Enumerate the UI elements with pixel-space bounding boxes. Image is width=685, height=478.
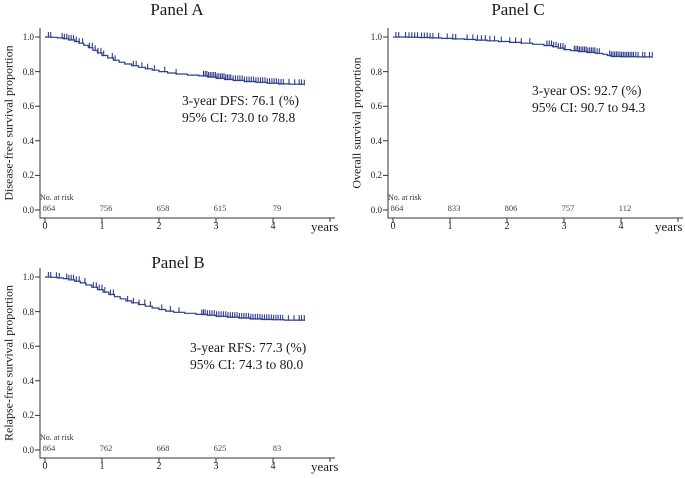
risk-count: 83: [272, 443, 282, 453]
axis-ticks: [383, 36, 679, 223]
panel-b-x-unit-label: years: [311, 459, 339, 474]
y-tick-label: 0.2: [22, 170, 34, 181]
x-tick-label: 4: [618, 221, 624, 232]
y-tick-label: 0.4: [22, 135, 34, 146]
panel-c-annotation: 3-year OS: 92.7 (%) 95% CI: 90.7 to 94.3: [532, 82, 645, 116]
risk-count: 615: [213, 203, 227, 213]
y-tick-label: 0.8: [22, 306, 34, 317]
y-tick-label: 0.2: [370, 170, 382, 181]
y-tick-label: 0.6: [22, 341, 34, 352]
risk-count: 112: [618, 203, 632, 213]
y-tick-label: 0.8: [370, 66, 382, 77]
y-tick-label: 1.0: [22, 272, 34, 282]
panel-a-x-unit-label: years: [311, 219, 339, 234]
risk-count: 757: [561, 203, 575, 213]
y-tick-label: 0.8: [22, 66, 34, 77]
axis-lines: [387, 28, 683, 219]
risk-count: 668: [156, 443, 170, 453]
panel-b: Panel B Relapse-free survival proportion…: [0, 240, 345, 478]
risk-count: 756: [99, 203, 113, 213]
risk-count: 762: [99, 443, 113, 453]
censor-marks: [47, 272, 305, 321]
risk-count: 658: [156, 203, 170, 213]
y-tick-label: 0.6: [22, 101, 34, 112]
panel-a-title: Panel A: [150, 0, 204, 19]
y-tick-label: 0.4: [22, 375, 34, 386]
x-tick-label: 4: [270, 461, 276, 472]
panel-c: Panel C Overall survival proportion 3-ye…: [348, 0, 685, 239]
risk-count: 806: [504, 203, 518, 213]
axis-ticks: [35, 36, 331, 223]
x-tick-label: 3: [213, 461, 219, 472]
x-tick-label: 0: [390, 221, 396, 232]
y-tick-label: 0.4: [370, 135, 382, 146]
panel-b-annotation-line-1: 3-year RFS: 77.3 (%): [190, 340, 307, 355]
x-tick-label: 2: [156, 461, 162, 472]
y-tick-label: 0.2: [22, 410, 34, 421]
censor-marks: [395, 32, 653, 58]
risk-count: 864: [42, 203, 56, 213]
axis-lines: [39, 28, 335, 219]
panel-a-no-at-risk-label: No. at risk: [40, 193, 74, 202]
x-tick-label: 1: [99, 221, 105, 232]
panel-a-annotation-line-1: 3-year DFS: 76.1 (%): [182, 93, 299, 108]
risk-count: 864: [390, 203, 404, 213]
panel-b-title: Panel B: [151, 253, 205, 272]
panel-a: Panel A Disease-free survival proportion…: [0, 0, 345, 239]
panel-b-annotation: 3-year RFS: 77.3 (%) 95% CI: 74.3 to 80.…: [190, 339, 306, 373]
x-tick-label: 4: [270, 221, 276, 232]
risk-count: 833: [447, 203, 461, 213]
y-tick-label: 0.0: [22, 445, 34, 455]
x-tick-label: 1: [447, 221, 453, 232]
axis-ticks: [35, 276, 331, 463]
risk-count: 864: [42, 443, 56, 453]
x-tick-label: 3: [213, 221, 219, 232]
panel-c-annotation-line-2: 95% CI: 90.7 to 94.3: [532, 100, 646, 115]
x-tick-label: 1: [99, 461, 105, 472]
x-tick-label: 0: [42, 221, 48, 232]
y-tick-label: 1.0: [370, 32, 382, 42]
panel-a-annotation: 3-year DFS: 76.1 (%) 95% CI: 73.0 to 78.…: [182, 92, 299, 126]
x-tick-label: 2: [156, 221, 162, 232]
panel-c-km-plot: [383, 28, 683, 223]
panel-c-title: Panel C: [491, 0, 545, 19]
y-tick-label: 0.0: [370, 205, 382, 215]
panel-c-no-at-risk-label: No. at risk: [388, 193, 422, 202]
risk-count: 79: [272, 203, 282, 213]
panel-c-x-unit-label: years: [655, 219, 683, 234]
panel-a-km-plot: [35, 28, 335, 223]
y-tick-label: 0.0: [22, 205, 34, 215]
survival-curve: [45, 276, 305, 321]
x-tick-label: 0: [42, 461, 48, 472]
panel-a-annotation-line-2: 95% CI: 73.0 to 78.8: [182, 110, 296, 125]
y-tick-label: 0.6: [370, 101, 382, 112]
axis-lines: [39, 268, 335, 459]
panel-c-annotation-line-1: 3-year OS: 92.7 (%): [532, 83, 642, 98]
panel-b-no-at-risk-label: No. at risk: [40, 433, 74, 442]
panel-b-km-plot: [35, 268, 335, 463]
x-tick-label: 3: [561, 221, 567, 232]
y-tick-label: 1.0: [22, 32, 34, 42]
risk-count: 625: [213, 443, 227, 453]
censor-marks: [47, 32, 305, 86]
panel-b-annotation-line-2: 95% CI: 74.3 to 80.0: [190, 357, 304, 372]
x-tick-label: 2: [504, 221, 510, 232]
